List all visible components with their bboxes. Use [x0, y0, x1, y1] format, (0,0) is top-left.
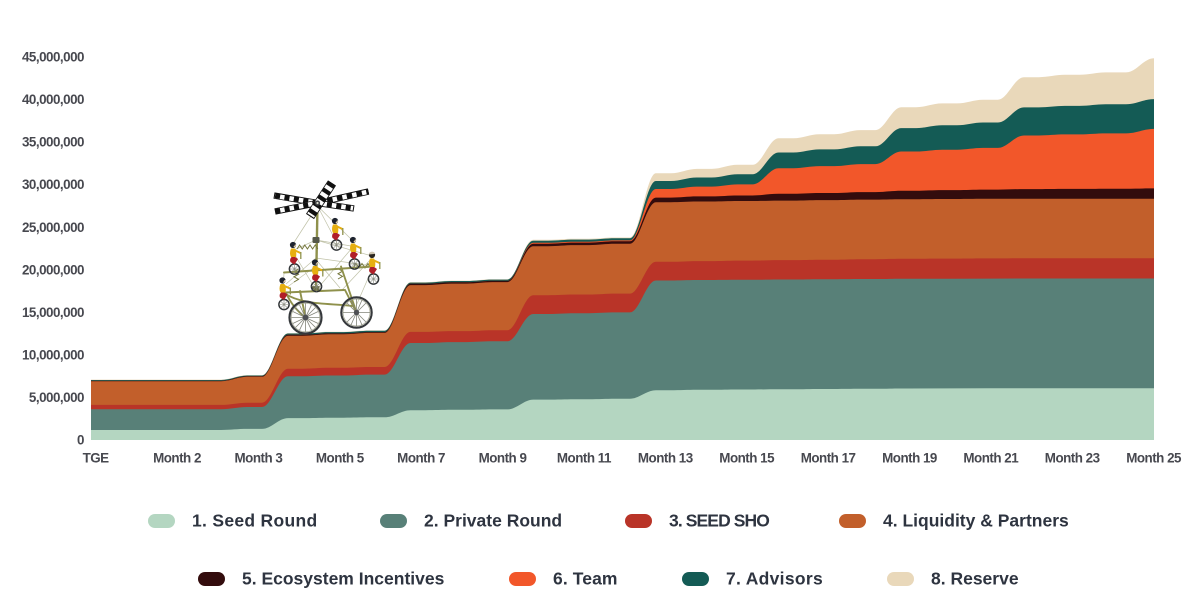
svg-text:Month 9: Month 9	[479, 451, 527, 466]
svg-text:4. Liquidity & Partners: 4. Liquidity & Partners	[883, 511, 1069, 531]
svg-text:5,000,000: 5,000,000	[29, 390, 84, 405]
svg-text:0: 0	[77, 433, 84, 448]
svg-text:TGE: TGE	[83, 451, 110, 466]
svg-text:Month 3: Month 3	[234, 451, 282, 466]
svg-text:15,000,000: 15,000,000	[22, 305, 84, 320]
svg-text:Month 11: Month 11	[557, 451, 612, 466]
svg-text:8. Reserve: 8. Reserve	[931, 569, 1019, 589]
svg-text:3. SEED SHO: 3. SEED SHO	[669, 511, 769, 531]
svg-text:Month 13: Month 13	[638, 451, 693, 466]
svg-text:20,000,000: 20,000,000	[22, 262, 84, 277]
svg-text:2. Private Round: 2. Private Round	[424, 511, 562, 531]
svg-text:30,000,000: 30,000,000	[22, 177, 84, 192]
svg-text:40,000,000: 40,000,000	[22, 92, 84, 107]
svg-text:10,000,000: 10,000,000	[22, 347, 84, 362]
svg-text:Month 25: Month 25	[1126, 451, 1182, 466]
svg-text:Month 21: Month 21	[963, 451, 1019, 466]
svg-text:Month 2: Month 2	[153, 451, 201, 466]
svg-text:25,000,000: 25,000,000	[22, 220, 84, 235]
svg-text:5. Ecosystem Incentives: 5. Ecosystem Incentives	[242, 569, 445, 589]
svg-text:45,000,000: 45,000,000	[22, 50, 84, 65]
svg-text:6. Team: 6. Team	[553, 569, 618, 589]
svg-text:35,000,000: 35,000,000	[22, 135, 84, 150]
svg-text:Month 17: Month 17	[801, 451, 856, 466]
svg-text:Month 7: Month 7	[397, 451, 445, 466]
svg-text:1. Seed Round: 1. Seed Round	[192, 511, 317, 531]
svg-text:Month 23: Month 23	[1045, 451, 1100, 466]
svg-text:Month 15: Month 15	[719, 451, 775, 466]
svg-text:7. Advisors: 7. Advisors	[726, 569, 823, 589]
svg-text:Month 5: Month 5	[316, 451, 365, 466]
svg-text:Month 19: Month 19	[882, 451, 937, 466]
